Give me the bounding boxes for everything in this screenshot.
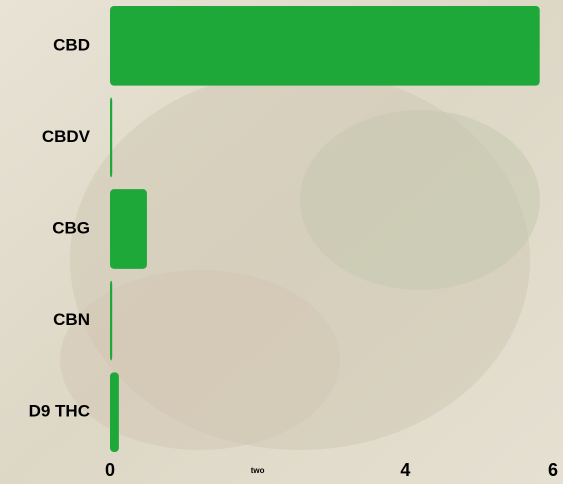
x-tick-label: two [251, 466, 265, 475]
background-photo [60, 270, 340, 450]
y-tick-label: CBG [52, 218, 90, 237]
y-tick-label: D9 THC [29, 402, 90, 421]
y-tick-label: CBDV [42, 127, 91, 146]
x-tick-label: 6 [548, 460, 558, 480]
bar [110, 280, 113, 361]
x-tick-label: 4 [400, 460, 410, 480]
bar [110, 189, 147, 269]
bar [110, 5, 540, 86]
y-tick-label: CBD [53, 35, 90, 54]
y-tick-label: CBN [53, 310, 90, 329]
x-tick-label: 0 [105, 460, 115, 480]
background-photo [300, 110, 540, 290]
bar [110, 97, 113, 178]
bar [110, 372, 119, 453]
